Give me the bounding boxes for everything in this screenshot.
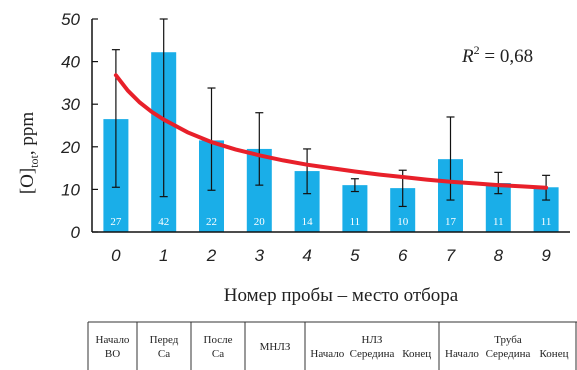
x-tick-label: 9 (541, 246, 551, 265)
data-label: 42 (158, 216, 169, 228)
location-label: ВО (105, 348, 120, 360)
data-label: 20 (254, 216, 266, 228)
data-label: 27 (110, 216, 122, 228)
y-tick-label: 40 (61, 53, 80, 72)
bar (342, 185, 368, 232)
axes (91, 18, 570, 233)
y-tick-labels: 0 10 20 30 40 50 (60, 10, 80, 242)
location-sub-label: Начало (310, 348, 344, 360)
location-sub-label: Середина (486, 348, 531, 360)
data-label: 11 (493, 216, 504, 228)
x-tick-label: 0 (111, 246, 121, 265)
bars (103, 52, 559, 233)
x-tick-label: 6 (398, 246, 408, 265)
x-tick-label: 3 (255, 246, 265, 265)
error-bars (111, 18, 551, 208)
data-label: 10 (397, 216, 409, 228)
y-tick-label: 20 (60, 138, 80, 157)
location-sub-label: Начало (445, 348, 479, 360)
data-label: 22 (206, 216, 217, 228)
r-squared-annotation: R2 = 0,68 (461, 43, 533, 67)
location-sub-label: Конец (402, 348, 431, 360)
x-tick-label: 5 (350, 246, 360, 265)
x-tick-labels: 0 1 2 3 4 5 6 7 8 9 (111, 246, 551, 265)
location-sub-label: Середина (350, 348, 395, 360)
x-tick-label: 8 (494, 246, 504, 265)
y-tick-label: 10 (61, 180, 80, 199)
y-tick-label: 50 (61, 10, 80, 29)
trend-line (113, 73, 549, 190)
data-labels: 27 42 22 20 14 11 10 17 11 11 (110, 216, 551, 228)
location-sub-label: Конец (540, 348, 569, 360)
x-tick-label: 2 (206, 246, 217, 265)
location-label: Перед (150, 334, 179, 346)
location-table: Начало ВО Перед Ca После Ca МНЛЗ НЛЗ Начало Серед… (87, 321, 577, 370)
y-axis-label: [O]tot, ppm (17, 112, 41, 195)
location-label: МНЛЗ (260, 341, 291, 353)
location-group-title: НЛЗ (362, 334, 383, 346)
x-tick-label: 4 (302, 246, 311, 265)
y-tick-label: 0 (71, 223, 81, 242)
data-label: 11 (541, 216, 552, 228)
location-label: После (204, 334, 233, 346)
x-tick-label: 7 (446, 246, 456, 265)
x-tick-label: 1 (159, 246, 168, 265)
location-label: Начало (96, 334, 130, 346)
location-group-title: Труба (494, 334, 522, 346)
x-axis-label: Номер пробы – место отбора (224, 285, 459, 306)
data-label: 14 (302, 216, 314, 228)
location-label: Ca (212, 348, 224, 360)
location-label: Ca (158, 348, 170, 360)
data-label: 17 (445, 216, 457, 228)
data-label: 11 (350, 216, 361, 228)
y-tick-label: 30 (61, 95, 80, 114)
